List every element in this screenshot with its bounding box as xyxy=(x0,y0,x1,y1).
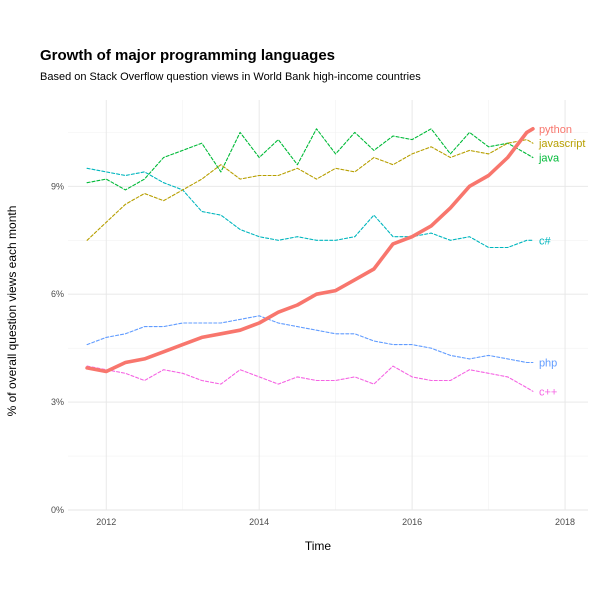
y-tick-label: 0% xyxy=(51,505,64,515)
series-label-php: php xyxy=(539,358,557,370)
series-line-c xyxy=(86,167,534,249)
series-label-c: c# xyxy=(539,235,552,247)
y-axis-title: % of overall question views each month xyxy=(5,206,19,417)
y-tick-label: 6% xyxy=(51,289,64,299)
series-line-php xyxy=(86,315,534,364)
chart-title: Growth of major programming languages xyxy=(40,47,335,64)
series-label-c: c++ xyxy=(539,386,557,398)
series-labels: python javascript java c# php c++ xyxy=(538,124,585,399)
series-label-java: java xyxy=(538,153,560,165)
series-line-python xyxy=(85,127,535,374)
y-tick-label: 3% xyxy=(51,397,64,407)
y-tick-label: 9% xyxy=(51,181,64,191)
x-tick-label: 2014 xyxy=(249,517,269,527)
series-line-c xyxy=(86,365,534,392)
x-axis-ticks: 2012 2014 2016 2018 xyxy=(96,517,575,527)
series-line-javascript xyxy=(86,139,534,241)
y-axis-ticks: 0% 3% 6% 9% xyxy=(51,181,64,515)
series-line-java xyxy=(86,128,534,191)
series-label-python: python xyxy=(539,124,572,136)
x-tick-label: 2018 xyxy=(555,517,575,527)
chart-subtitle: Based on Stack Overflow question views i… xyxy=(40,71,421,83)
x-tick-label: 2012 xyxy=(96,517,116,527)
x-tick-label: 2016 xyxy=(402,517,422,527)
x-axis-title: Time xyxy=(305,539,332,553)
series-label-javascript: javascript xyxy=(538,138,585,150)
series-lines xyxy=(85,127,535,392)
grid xyxy=(68,100,588,511)
